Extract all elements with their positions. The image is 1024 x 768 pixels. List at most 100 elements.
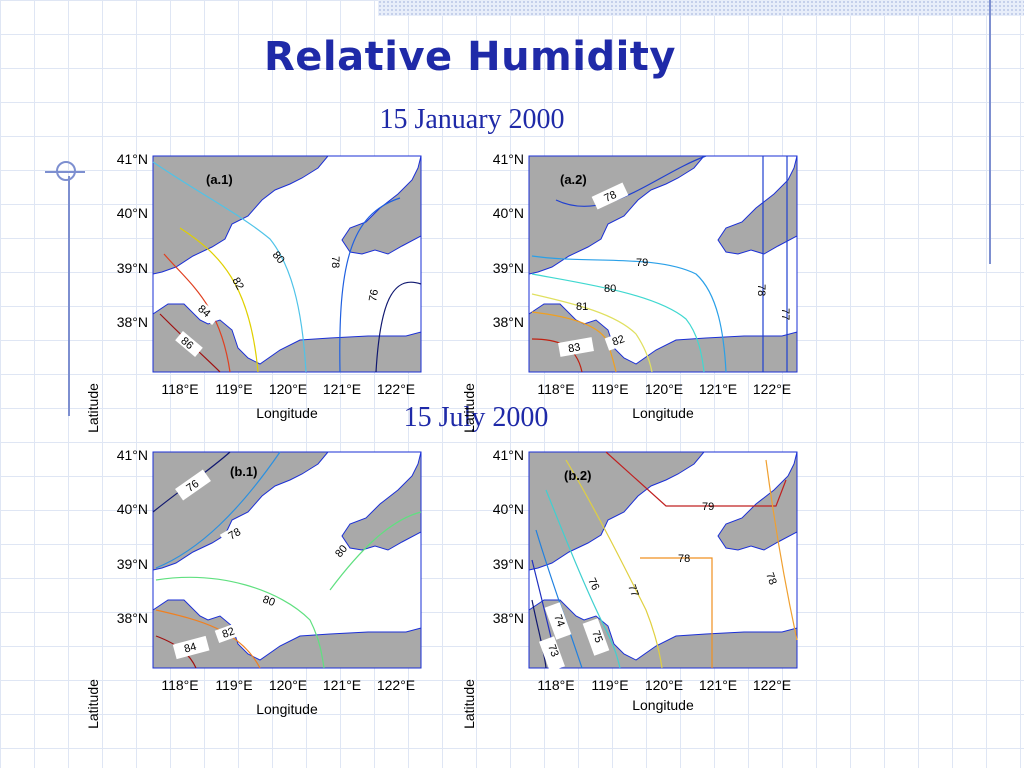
contour-line: [555, 155, 707, 207]
contour-label: 78: [602, 189, 618, 205]
lat-tick-label: 39°N: [117, 260, 148, 276]
contour-label: 76: [585, 576, 601, 592]
contour-line: [179, 227, 259, 373]
contour-label: 79: [636, 257, 648, 269]
lon-tick-label: 119°E: [591, 677, 628, 693]
contour-line: [605, 451, 787, 507]
lat-axis-label: Latitude: [461, 383, 477, 433]
contour-label: 78: [329, 256, 341, 268]
decorative-vertical-line-right: [989, 0, 991, 264]
lon-tick-labels: 118°E 119°E 120°E 121°E 122°E: [537, 381, 791, 397]
contour-label: 77: [779, 308, 791, 320]
contour-line: [765, 459, 798, 641]
lon-tick-label: 121°E: [699, 677, 737, 693]
contour-label: 78: [678, 553, 690, 565]
map-panel-a1: Latitude 80 82 84 86 78 76 (a.1) 41°N 40…: [80, 144, 440, 434]
contour-line: [163, 253, 231, 373]
lon-tick-label: 119°E: [215, 677, 252, 693]
lat-tick-label: 40°N: [117, 205, 148, 221]
lon-tick-label: 121°E: [323, 381, 361, 397]
lon-tick-label: 118°E: [537, 381, 574, 397]
contour-line: [565, 459, 663, 669]
lon-tick-label: 120°E: [269, 677, 307, 693]
date-july: 15 July 2000: [403, 402, 549, 433]
lat-tick-label: 40°N: [117, 501, 148, 517]
label-box: [175, 331, 203, 357]
lat-tick-label: 41°N: [493, 447, 524, 463]
lat-tick-label: 38°N: [493, 610, 524, 626]
label-box: [591, 182, 629, 210]
label-box: [192, 299, 220, 325]
slide-header-band: [378, 0, 1024, 16]
contour-label: 76: [367, 288, 381, 302]
contour-labels: 79 78 77 76 75 74 73 78: [539, 501, 779, 672]
lon-axis-label: Longitude: [632, 405, 694, 421]
map-panel-b1: Latitude 76 78 80 80 82 84 (b.1) 41°N 40…: [80, 440, 440, 730]
label-box: [175, 469, 211, 501]
contour-line: [155, 451, 281, 569]
lat-axis-label: Latitude: [85, 679, 101, 729]
lat-tick-label: 38°N: [117, 314, 148, 330]
contour-line: [155, 609, 261, 669]
map-panel-b2: Latitude 79 78 77 76 75 74 73 78 (b.2) 4…: [456, 440, 816, 730]
lat-tick-label: 39°N: [493, 556, 524, 572]
contour-labels: 78 79 80 81 82 83 78 77: [558, 182, 791, 357]
contour-line: [152, 161, 307, 373]
contour-line: [375, 281, 422, 373]
lon-tick-labels: 118°E 119°E 120°E 121°E 122°E: [161, 677, 415, 693]
lon-tick-label: 119°E: [591, 381, 628, 397]
contour-line: [545, 489, 621, 669]
contour-label: 73: [545, 643, 560, 659]
panel-label: (a.2): [560, 172, 587, 187]
map-panel-a2: Latitude 78 79 80 81 82 83 78 77 (a.2) 4…: [456, 144, 816, 434]
contour-label: 82: [229, 276, 246, 293]
lat-tick-labels: 41°N 40°N 39°N 38°N: [117, 151, 148, 330]
lon-tick-label: 118°E: [161, 381, 198, 397]
lon-tick-labels: 118°E 119°E 120°E 121°E 122°E: [161, 381, 415, 397]
lat-tick-label: 41°N: [117, 151, 148, 167]
lat-tick-labels: 41°N 40°N 39°N 38°N: [493, 447, 524, 626]
lon-tick-label: 120°E: [645, 677, 683, 693]
label-box: [544, 602, 572, 640]
lat-tick-label: 38°N: [493, 314, 524, 330]
lat-axis-label: Latitude: [461, 679, 477, 729]
decorative-circle-icon: [56, 161, 76, 181]
contour-label: 82: [611, 333, 627, 348]
panel-label: (b.2): [564, 468, 591, 483]
lat-tick-label: 39°N: [493, 260, 524, 276]
contour-line: [531, 293, 653, 373]
contour-line: [531, 599, 547, 669]
lat-axis-label: Latitude: [85, 383, 101, 433]
decorative-vertical-line: [68, 176, 70, 416]
lat-tick-label: 41°N: [493, 151, 524, 167]
contour-line: [531, 273, 705, 373]
label-box: [604, 330, 632, 351]
contour-label: 78: [755, 284, 767, 296]
contour-line: [640, 557, 713, 668]
lon-tick-label: 121°E: [699, 381, 737, 397]
label-box: [558, 337, 594, 357]
lon-tick-label: 122°E: [377, 677, 415, 693]
land-mass: [528, 155, 798, 373]
date-january: 15 January 2000: [379, 104, 565, 135]
contour-label: 83: [567, 341, 581, 355]
lat-tick-labels: 41°N 40°N 39°N 38°N: [117, 447, 148, 626]
panel-label: (a.1): [206, 172, 233, 187]
lon-tick-label: 122°E: [753, 381, 791, 397]
contour-label: 76: [184, 478, 201, 495]
contour-label: 77: [625, 583, 640, 599]
lon-tick-label: 119°E: [215, 381, 252, 397]
lat-tick-label: 40°N: [493, 205, 524, 221]
contour-label: 79: [702, 501, 714, 513]
lat-tick-label: 38°N: [117, 610, 148, 626]
contour-lines: [531, 451, 798, 669]
contour-label: 78: [763, 571, 778, 587]
contour-line: [155, 576, 325, 669]
label-box: [219, 520, 251, 547]
lon-axis-label: Longitude: [256, 701, 318, 717]
contour-lines: [152, 161, 422, 373]
contour-label: 80: [261, 594, 277, 609]
lat-tick-labels: 41°N 40°N 39°N 38°N: [493, 151, 524, 330]
panel-label: (b.1): [230, 464, 257, 479]
lon-tick-label: 122°E: [377, 381, 415, 397]
